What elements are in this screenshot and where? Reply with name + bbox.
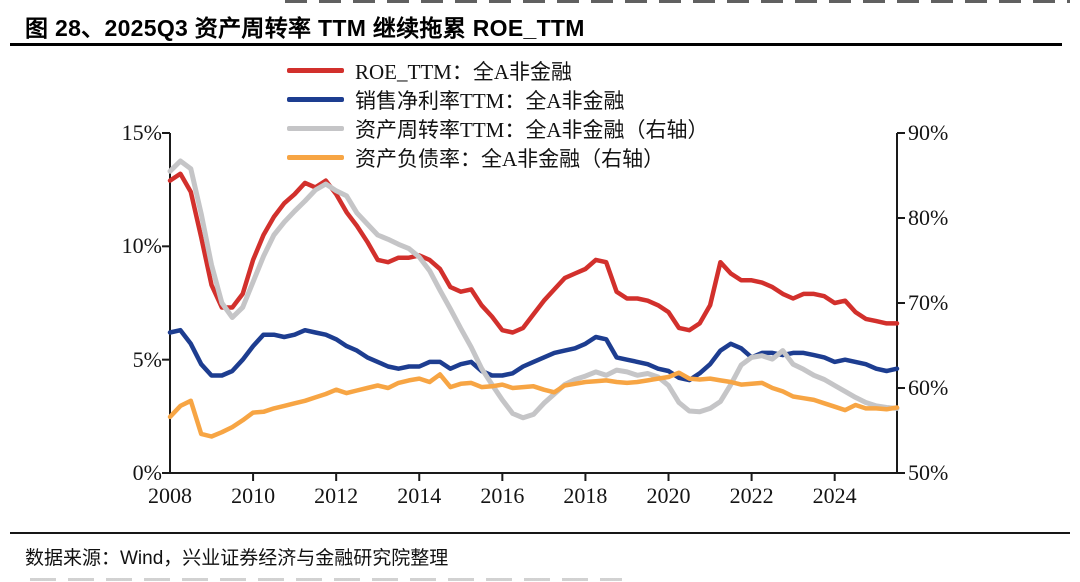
x-axis-label: 2010 [231, 483, 276, 508]
figure-title: 图 28、2025Q3 资产周转率 TTM 继续拖累 ROE_TTM [25, 15, 585, 41]
series-line-asset-turnover-ttm [167, 158, 900, 421]
legend-label: 销售净利率TTM：全A非金融 [355, 88, 625, 113]
x-axis-label: 2018 [563, 483, 608, 508]
legend-item: 资产负债率：全A非金融（右轴） [287, 143, 709, 172]
legend-swatch-line [287, 126, 344, 131]
y-axis-label-left: 5% [132, 346, 162, 372]
x-axis-label: 2020 [646, 483, 691, 508]
y-axis-label-left: 10% [121, 233, 162, 259]
x-axis-label: 2024 [812, 483, 857, 508]
y-axis-label-right: 50% [908, 460, 949, 485]
legend-label: 资产周转率TTM：全A非金融（右轴） [355, 117, 709, 142]
cropped-text-artifact-bottom [30, 578, 622, 581]
x-axis-label: 2012 [314, 483, 359, 508]
source-divider [10, 532, 1070, 534]
y-axis-label-right: 60% [908, 375, 949, 400]
x-axis-label: 2008 [148, 483, 192, 508]
cropped-text-artifact-top [285, 0, 1070, 3]
legend-item: ROE_TTM：全A非金融 [287, 56, 709, 85]
legend-item: 资产周转率TTM：全A非金融（右轴） [287, 114, 709, 143]
legend-label: ROE_TTM：全A非金融 [355, 59, 572, 84]
legend-swatch-line [287, 155, 344, 160]
legend-swatch-line [287, 68, 344, 73]
axis-frame [169, 133, 898, 474]
y-axis-label-right: 70% [908, 290, 949, 315]
x-axis-label: 2016 [480, 483, 525, 508]
x-axis-label: 2022 [729, 483, 774, 508]
series-line-debt-ratio [167, 370, 900, 439]
legend-label: 资产负债率：全A非金融（右轴） [355, 146, 665, 171]
legend-item: 销售净利率TTM：全A非金融 [287, 85, 709, 114]
y-axis-label-right: 90% [908, 120, 949, 145]
series-line-roe-ttm [167, 171, 900, 335]
legend-swatch-line [287, 97, 344, 102]
y-axis-label-left: 0% [132, 460, 162, 485]
title-underline [10, 43, 1062, 46]
y-axis-label-left: 15% [121, 120, 162, 145]
source-note: 数据来源：Wind，兴业证券经济与金融研究院整理 [25, 548, 449, 569]
chart-legend: ROE_TTM：全A非金融销售净利率TTM：全A非金融资产周转率TTM：全A非金… [287, 56, 709, 172]
x-axis-label: 2014 [397, 483, 442, 508]
y-axis-label-right: 80% [908, 205, 949, 230]
